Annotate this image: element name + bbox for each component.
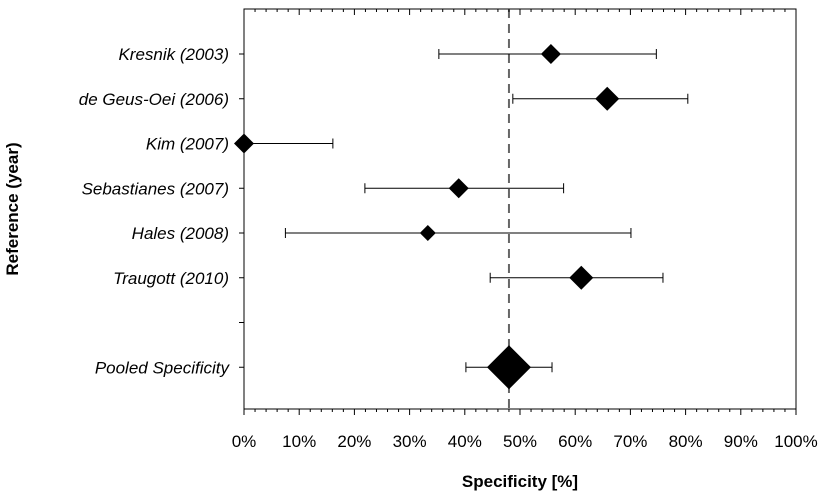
x-tick-label: 20%	[337, 432, 371, 451]
study-rows: Kresnik (2003) de Geus-Oei (2006) Kim (200…	[79, 44, 689, 290]
estimate-diamond	[448, 178, 469, 199]
study-row: Kresnik (2003)	[118, 44, 657, 64]
study-label: Traugott (2010)	[113, 269, 229, 288]
x-axis-tick-labels: 0% 10% 20% 30% 40% 50% 60% 70% 80% 90% 100%	[232, 432, 818, 451]
x-tick-label: 10%	[282, 432, 316, 451]
x-tick-label: 90%	[724, 432, 758, 451]
x-tick-label: 40%	[448, 432, 482, 451]
estimate-diamond	[419, 225, 436, 241]
estimate-diamond	[234, 133, 254, 154]
estimate-diamond	[595, 86, 620, 111]
study-row: de Geus-Oei (2006)	[79, 86, 689, 111]
study-label: Kim (2007)	[146, 135, 229, 154]
study-label: Kresnik (2003)	[118, 45, 229, 64]
y-axis-title: Reference (year)	[3, 142, 22, 275]
estimate-diamond	[569, 265, 594, 290]
plot-area	[243, 8, 797, 410]
x-tick-label: 30%	[393, 432, 427, 451]
pooled-row: Pooled Specificity	[95, 345, 553, 390]
y-axis-ticks	[239, 53, 244, 368]
study-label: de Geus-Oei (2006)	[79, 90, 229, 109]
x-axis-ticks	[243, 9, 797, 415]
x-axis-title: Specificity [%]	[462, 472, 578, 491]
study-row: Sebastianes (2007)	[82, 178, 565, 199]
pooled-label: Pooled Specificity	[95, 358, 231, 377]
x-tick-label: 60%	[558, 432, 592, 451]
x-tick-label: 0%	[232, 432, 257, 451]
study-label: Hales (2008)	[132, 224, 229, 243]
pooled-diamond	[486, 345, 531, 390]
x-tick-label: 50%	[503, 432, 537, 451]
x-tick-label: 100%	[774, 432, 817, 451]
study-row: Traugott (2010)	[113, 265, 664, 290]
study-row: Kim (2007)	[146, 133, 334, 154]
estimate-diamond	[540, 44, 561, 64]
study-label: Sebastianes (2007)	[82, 179, 229, 198]
x-tick-label: 80%	[669, 432, 703, 451]
study-row: Hales (2008)	[132, 224, 632, 243]
x-tick-label: 70%	[613, 432, 647, 451]
